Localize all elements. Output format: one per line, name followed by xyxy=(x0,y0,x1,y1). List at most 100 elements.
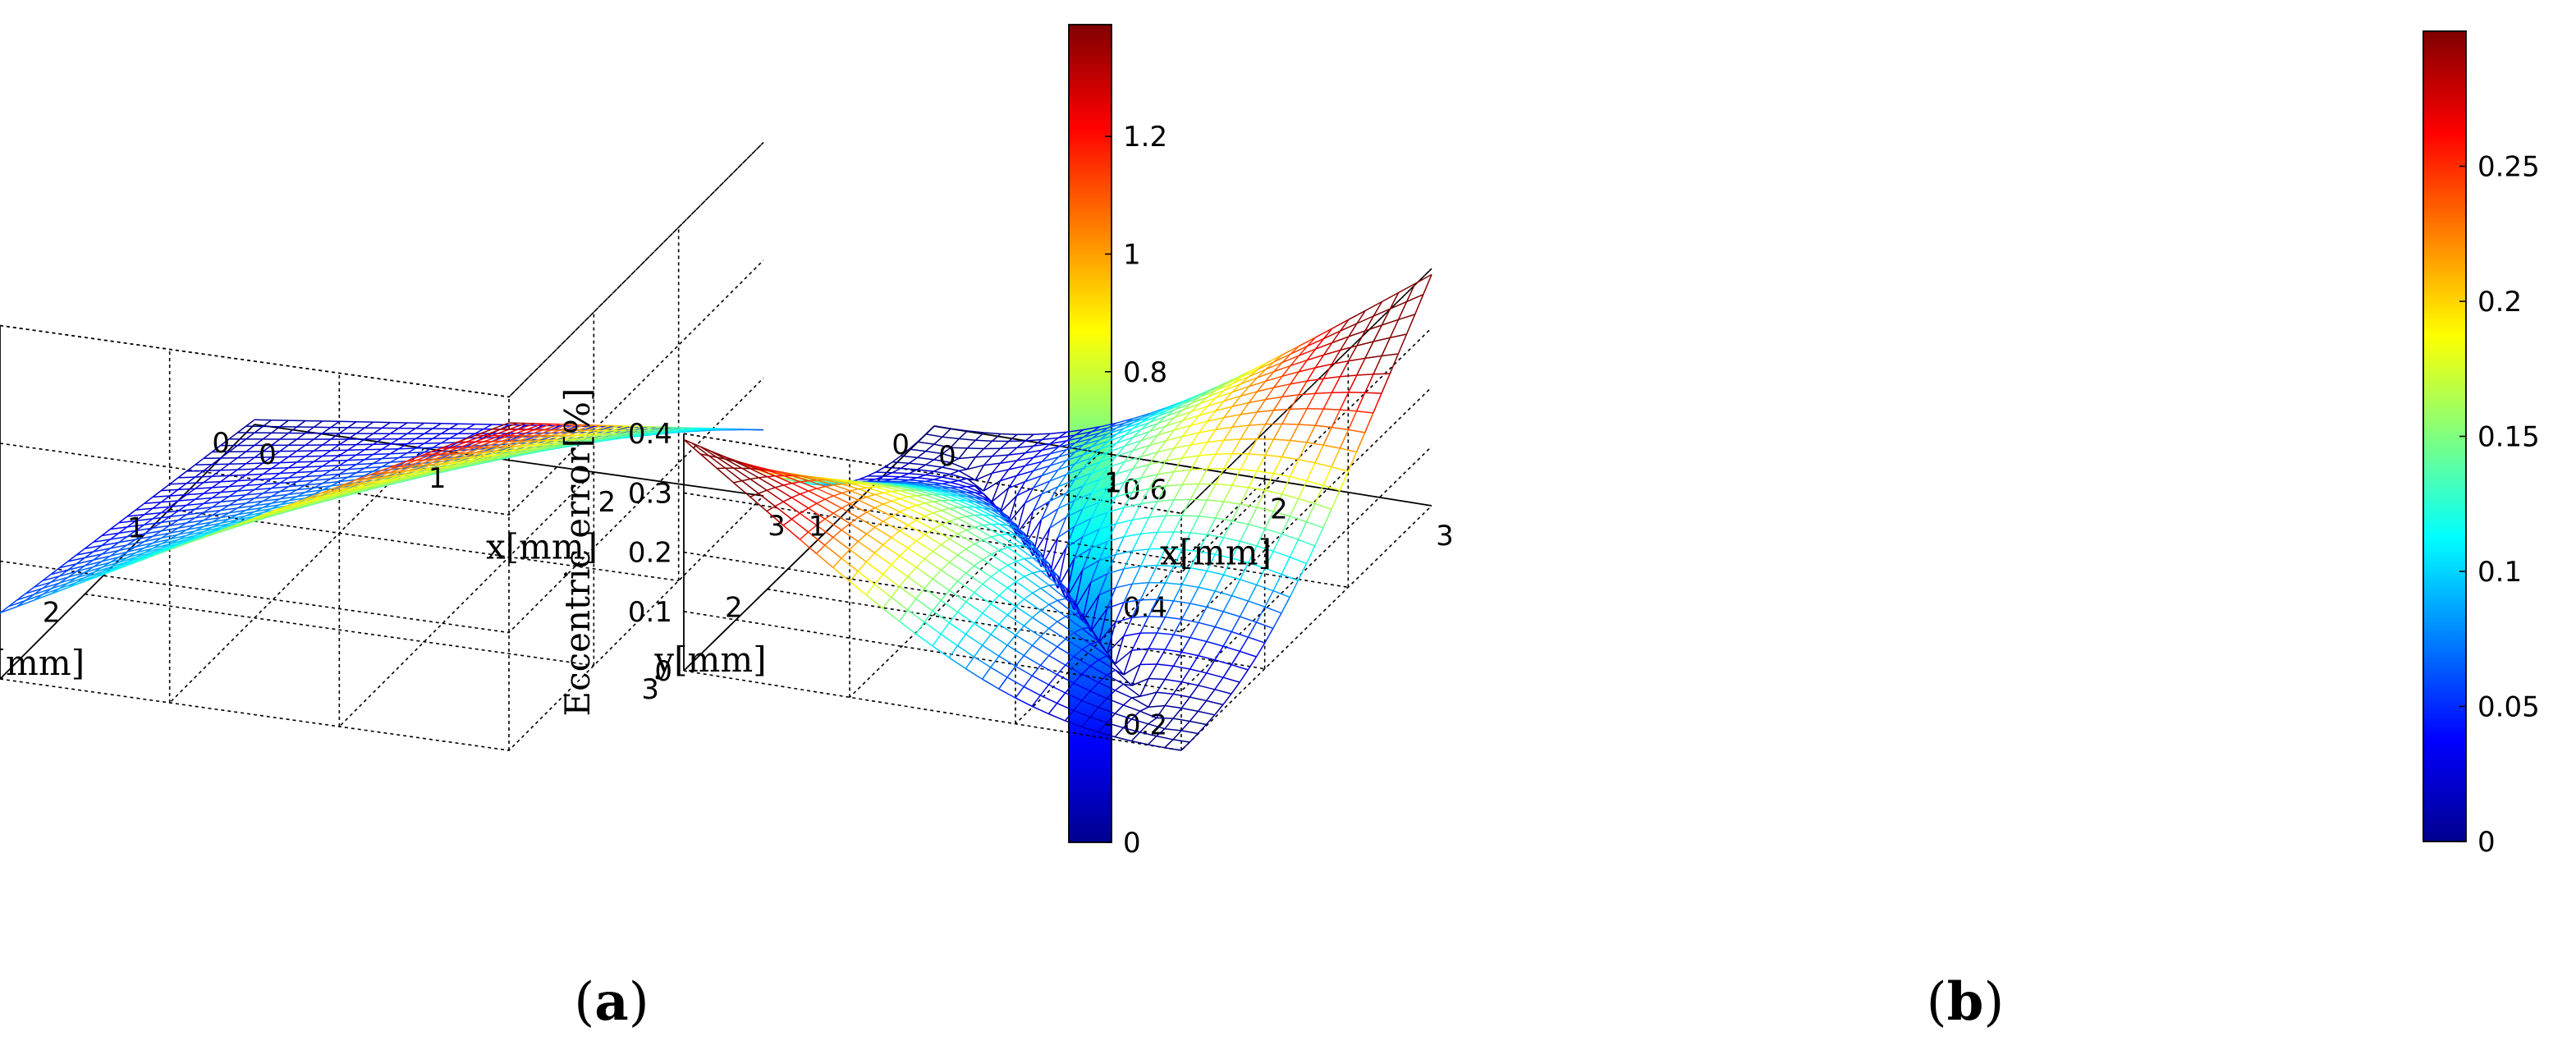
mesh-segment xyxy=(1189,455,1200,470)
mesh-segment xyxy=(1174,402,1192,410)
mesh-segment xyxy=(1232,401,1249,407)
mesh-segment xyxy=(161,488,179,492)
mesh-segment xyxy=(1389,319,1400,338)
mesh-segment xyxy=(1314,444,1324,464)
mesh-segment xyxy=(1265,361,1275,370)
mesh-segment xyxy=(398,456,416,459)
mesh-segment xyxy=(941,500,959,508)
mesh-segment xyxy=(432,423,442,429)
mesh-segment xyxy=(965,506,983,516)
mesh-segment xyxy=(1322,392,1333,410)
mesh-segment xyxy=(1139,648,1149,665)
mesh-segment xyxy=(1107,698,1124,706)
mesh-segment xyxy=(50,567,60,576)
mesh-segment xyxy=(1165,582,1182,585)
mesh-segment xyxy=(725,458,743,470)
mesh-segment xyxy=(1199,429,1217,433)
mesh-segment xyxy=(1314,502,1332,511)
mesh-segment xyxy=(288,456,306,458)
mesh-segment xyxy=(882,544,901,557)
mesh-segment xyxy=(279,420,289,428)
mesh-segment xyxy=(305,461,314,468)
mesh-segment xyxy=(1132,615,1149,618)
mesh-segment xyxy=(245,419,255,427)
mesh-segment xyxy=(850,499,859,505)
mesh-segment xyxy=(347,443,357,451)
mesh-segment xyxy=(1157,416,1175,424)
mesh-segment xyxy=(492,429,510,437)
mesh-segment xyxy=(1214,501,1225,519)
mesh-segment xyxy=(1231,631,1249,638)
mesh-segment xyxy=(203,507,213,513)
mesh-segment xyxy=(1065,616,1083,630)
mesh-segment xyxy=(364,466,383,469)
mesh-segment xyxy=(373,457,383,465)
mesh-segment xyxy=(942,476,959,482)
mesh-segment xyxy=(517,429,535,437)
mesh-segment xyxy=(1081,643,1091,650)
mesh-segment xyxy=(288,498,306,507)
mesh-segment xyxy=(1139,723,1149,733)
mesh-segment xyxy=(1248,507,1258,525)
mesh-segment xyxy=(1073,656,1091,667)
mesh-segment xyxy=(1206,626,1216,642)
mesh-segment xyxy=(432,433,442,439)
mesh-segment xyxy=(965,530,983,541)
mesh-segment xyxy=(774,487,792,498)
mesh-segment xyxy=(933,493,951,502)
y-axis-label: y[mm] xyxy=(653,640,766,680)
mesh-segment xyxy=(16,599,34,608)
mesh-segment xyxy=(1006,587,1025,600)
mesh-segment xyxy=(1098,466,1109,480)
mesh-segment xyxy=(891,596,909,611)
mesh-segment xyxy=(1273,353,1291,363)
mesh-segment xyxy=(195,457,204,466)
mesh-segment xyxy=(957,572,967,582)
mesh-segment xyxy=(1189,636,1208,643)
mesh-segment xyxy=(237,498,255,501)
mesh-segment xyxy=(857,533,867,543)
mesh-segment xyxy=(220,496,230,502)
mesh-segment xyxy=(1323,408,1341,410)
mesh-segment xyxy=(992,454,1009,457)
mesh-segment xyxy=(800,479,809,483)
mesh-segment xyxy=(287,481,298,488)
mesh-segment xyxy=(195,514,213,519)
mesh-segment xyxy=(118,516,128,524)
mesh-segment xyxy=(1256,454,1266,472)
mesh-segment xyxy=(1181,681,1199,686)
mesh-segment xyxy=(1007,534,1025,547)
mesh-segment xyxy=(152,495,170,498)
mesh-segment xyxy=(34,581,52,589)
mesh-segment xyxy=(1339,360,1350,378)
mesh-segment xyxy=(1039,684,1050,696)
mesh-segment xyxy=(203,530,221,538)
mesh-segment xyxy=(1215,517,1232,522)
mesh-segment xyxy=(1189,484,1200,500)
mesh-segment xyxy=(1133,416,1150,424)
mesh-segment xyxy=(406,469,424,476)
mesh-segment xyxy=(800,490,809,495)
mesh-segment xyxy=(1123,492,1134,508)
mesh-segment xyxy=(126,520,136,528)
mesh-segment xyxy=(1298,346,1308,356)
mesh-segment xyxy=(330,484,348,493)
mesh-segment xyxy=(1297,563,1308,581)
mesh-segment xyxy=(1306,424,1316,443)
mesh-segment xyxy=(1224,376,1241,386)
mesh-segment xyxy=(932,633,942,647)
mesh-segment xyxy=(406,428,416,434)
mesh-segment xyxy=(220,485,230,493)
mesh-segment xyxy=(169,534,187,540)
mesh-segment xyxy=(1264,511,1274,530)
mesh-segment xyxy=(1323,375,1341,379)
mesh-segment xyxy=(1240,402,1250,415)
mesh-segment xyxy=(915,540,933,553)
mesh-segment xyxy=(908,469,918,475)
mesh-segment xyxy=(1340,374,1357,378)
mesh-segment xyxy=(543,429,561,437)
mesh-segment xyxy=(364,472,383,480)
mesh-segment xyxy=(152,530,162,537)
mesh-segment xyxy=(1264,410,1275,425)
mesh-segment xyxy=(990,655,1000,668)
